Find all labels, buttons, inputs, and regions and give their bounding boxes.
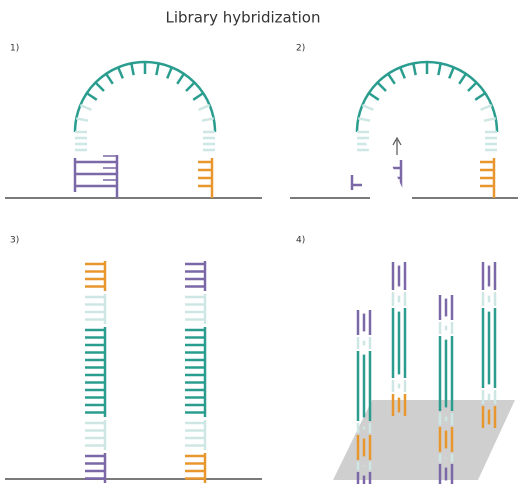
base-tick [378, 83, 386, 91]
panel-label: 3) [10, 236, 19, 246]
base-tick [362, 105, 373, 110]
base-tick [199, 105, 210, 110]
base-tick [459, 74, 466, 84]
base-tick [118, 67, 123, 78]
base-tick [80, 105, 91, 110]
base-tick [96, 83, 104, 91]
base-tick [186, 83, 194, 91]
panel-label: 1) [10, 44, 19, 54]
base-tick [87, 93, 97, 100]
base-tick [167, 67, 172, 78]
base-tick [156, 63, 158, 75]
base-tick [400, 67, 405, 78]
base-tick [76, 118, 88, 120]
base-tick [438, 63, 440, 75]
title: Library hybridization [166, 9, 321, 27]
flow-cell-surface [333, 400, 515, 480]
base-tick [449, 67, 454, 78]
base-tick [202, 118, 214, 120]
base-tick [481, 105, 492, 110]
base-tick [177, 74, 184, 84]
base-tick [468, 83, 476, 91]
base-tick [484, 118, 496, 120]
base-tick [131, 63, 133, 75]
panel-label: 4) [296, 236, 305, 246]
base-tick [413, 63, 415, 75]
base-tick [193, 93, 203, 100]
base-tick [475, 93, 485, 100]
base-tick [369, 93, 379, 100]
base-tick [106, 74, 113, 84]
base-tick [358, 118, 370, 120]
base-tick [388, 74, 395, 84]
diagram: Library hybridization 1) 2) 3) 4) [0, 0, 522, 484]
cut [365, 140, 415, 215]
panel-label: 2) [296, 44, 305, 54]
